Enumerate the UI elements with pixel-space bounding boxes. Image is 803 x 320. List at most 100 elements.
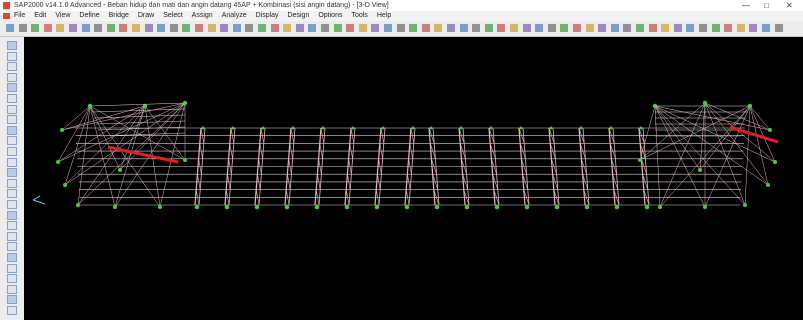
tool-button[interactable]	[7, 52, 17, 61]
menu-item[interactable]: Assign	[192, 11, 213, 21]
toolbar-button[interactable]	[636, 24, 644, 32]
tool-button[interactable]	[7, 147, 17, 156]
menu-item[interactable]: Analyze	[222, 11, 247, 21]
toolbar-button[interactable]	[334, 24, 342, 32]
toolbar-button[interactable]	[560, 24, 568, 32]
tool-button[interactable]	[7, 232, 17, 241]
tool-button[interactable]	[7, 242, 17, 251]
toolbar-button[interactable]	[308, 24, 316, 32]
tool-button[interactable]	[7, 105, 17, 114]
tool-button[interactable]	[7, 221, 17, 230]
toolbar-button[interactable]	[573, 24, 581, 32]
toolbar-button[interactable]	[296, 24, 304, 32]
tool-button[interactable]	[7, 274, 17, 283]
menu-item[interactable]: Define	[79, 11, 99, 21]
toolbar-button[interactable]	[208, 24, 216, 32]
toolbar-button[interactable]	[220, 24, 228, 32]
toolbar-button[interactable]	[523, 24, 531, 32]
toolbar-button[interactable]	[6, 24, 14, 32]
toolbar-button[interactable]	[447, 24, 455, 32]
toolbar-button[interactable]	[182, 24, 190, 32]
menu-item[interactable]: File	[14, 11, 25, 21]
toolbar-button[interactable]	[460, 24, 468, 32]
maximize-button[interactable]: □	[764, 0, 769, 11]
tool-button[interactable]	[7, 62, 17, 71]
minimize-button[interactable]: —	[742, 0, 750, 11]
toolbar-button[interactable]	[712, 24, 720, 32]
toolbar-button[interactable]	[586, 24, 594, 32]
close-button[interactable]: ✕	[786, 0, 793, 11]
toolbar-button[interactable]	[44, 24, 52, 32]
toolbar-button[interactable]	[19, 24, 27, 32]
toolbar-button[interactable]	[384, 24, 392, 32]
menu-item[interactable]: Draw	[138, 11, 154, 21]
tool-button[interactable]	[7, 200, 17, 209]
tool-button[interactable]	[7, 306, 17, 315]
menu-item[interactable]: Display	[256, 11, 279, 21]
toolbar-button[interactable]	[283, 24, 291, 32]
toolbar-button[interactable]	[510, 24, 518, 32]
toolbar-button[interactable]	[422, 24, 430, 32]
toolbar-button[interactable]	[31, 24, 39, 32]
menu-item[interactable]: Edit	[34, 11, 46, 21]
menu-item[interactable]: Select	[163, 11, 182, 21]
toolbar-button[interactable]	[359, 24, 367, 32]
toolbar-button[interactable]	[762, 24, 770, 32]
tool-button[interactable]	[7, 285, 17, 294]
tool-button[interactable]	[7, 253, 17, 262]
tool-button[interactable]	[7, 126, 17, 135]
toolbar-button[interactable]	[119, 24, 127, 32]
toolbar-button[interactable]	[749, 24, 757, 32]
toolbar-button[interactable]	[371, 24, 379, 32]
toolbar-button[interactable]	[686, 24, 694, 32]
tool-button[interactable]	[7, 73, 17, 82]
tool-button[interactable]	[7, 94, 17, 103]
toolbar-button[interactable]	[94, 24, 102, 32]
tool-button[interactable]	[7, 189, 17, 198]
toolbar-button[interactable]	[598, 24, 606, 32]
tool-button[interactable]	[7, 115, 17, 124]
toolbar-button[interactable]	[699, 24, 707, 32]
toolbar-button[interactable]	[145, 24, 153, 32]
toolbar-button[interactable]	[258, 24, 266, 32]
menu-item[interactable]: Help	[377, 11, 391, 21]
toolbar-button[interactable]	[69, 24, 77, 32]
toolbar-button[interactable]	[775, 24, 783, 32]
toolbar-button[interactable]	[674, 24, 682, 32]
toolbar-button[interactable]	[170, 24, 178, 32]
toolbar-button[interactable]	[535, 24, 543, 32]
toolbar-button[interactable]	[321, 24, 329, 32]
tool-button[interactable]	[7, 264, 17, 273]
toolbar-button[interactable]	[485, 24, 493, 32]
tool-button[interactable]	[7, 136, 17, 145]
toolbar-button[interactable]	[611, 24, 619, 32]
toolbar-button[interactable]	[157, 24, 165, 32]
tool-button[interactable]	[7, 83, 17, 92]
toolbar-button[interactable]	[724, 24, 732, 32]
toolbar-button[interactable]	[497, 24, 505, 32]
toolbar-button[interactable]	[397, 24, 405, 32]
toolbar-button[interactable]	[271, 24, 279, 32]
menu-item[interactable]: Options	[318, 11, 342, 21]
tool-button[interactable]	[7, 41, 17, 50]
toolbar-button[interactable]	[132, 24, 140, 32]
tool-button[interactable]	[7, 168, 17, 177]
tool-button[interactable]	[7, 211, 17, 220]
menu-item[interactable]: Tools	[351, 11, 367, 21]
toolbar-button[interactable]	[737, 24, 745, 32]
toolbar-button[interactable]	[107, 24, 115, 32]
toolbar-button[interactable]	[649, 24, 657, 32]
toolbar-button[interactable]	[245, 24, 253, 32]
toolbar-button[interactable]	[434, 24, 442, 32]
toolbar-button[interactable]	[233, 24, 241, 32]
toolbar-button[interactable]	[472, 24, 480, 32]
toolbar-button[interactable]	[623, 24, 631, 32]
tool-button[interactable]	[7, 295, 17, 304]
toolbar-button[interactable]	[409, 24, 417, 32]
toolbar-button[interactable]	[56, 24, 64, 32]
menu-item[interactable]: Bridge	[109, 11, 129, 21]
toolbar-button[interactable]	[661, 24, 669, 32]
tool-button[interactable]	[7, 179, 17, 188]
menu-item[interactable]: Design	[288, 11, 310, 21]
tool-button[interactable]	[7, 158, 17, 167]
